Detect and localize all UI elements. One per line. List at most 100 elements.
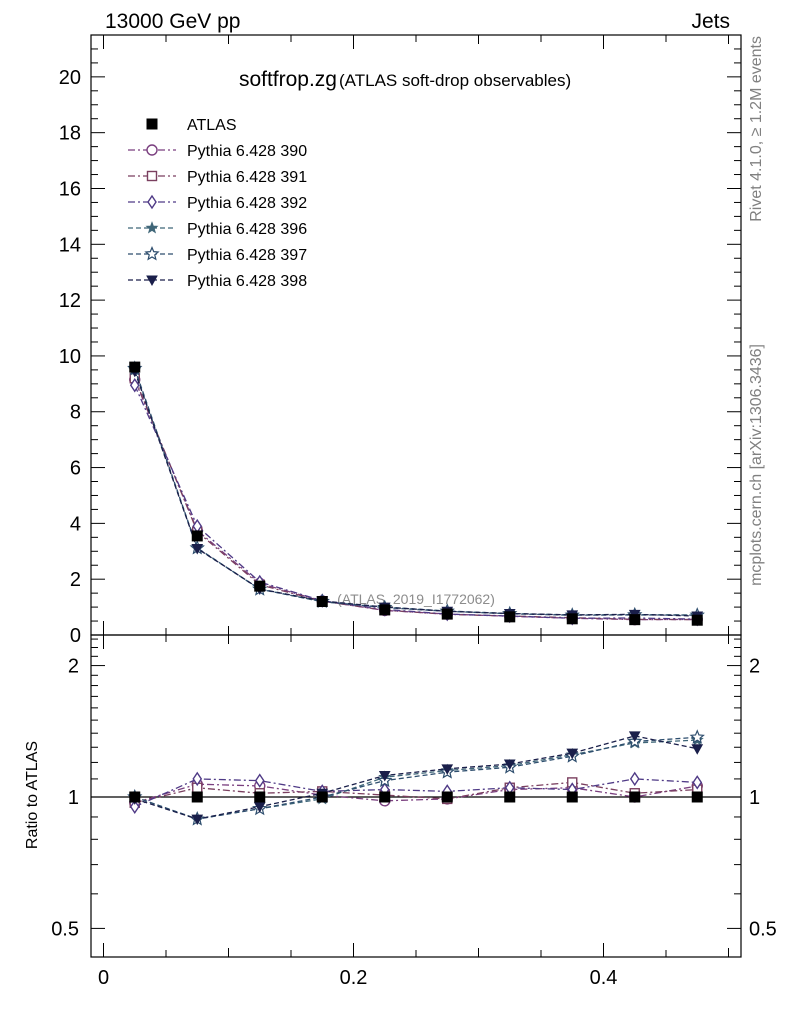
- legend-entry-pythia-6-428-398: Pythia 6.428 398: [128, 273, 307, 290]
- ratio-y-axis-label: Ratio to ATLAS: [24, 741, 41, 849]
- main-y-tick-label: 10: [59, 346, 81, 368]
- main-y-tick-label: 14: [59, 234, 81, 256]
- main-y-tick-label: 2: [70, 569, 81, 591]
- chart-title: softfrop.zg: [239, 68, 337, 91]
- main-point-atlas: [191, 530, 203, 542]
- legend-label: Pythia 6.428 397: [187, 247, 307, 264]
- ratio-point-atlas: [379, 791, 391, 803]
- ratio-point-pythia-6-428-392: [129, 799, 140, 814]
- main-point-atlas: [379, 604, 391, 616]
- ratio-line-pythia-6-428-390: [134, 783, 698, 804]
- main-y-tick-label: 18: [59, 123, 81, 145]
- main-y-tick-label: 4: [70, 513, 81, 535]
- main-point-atlas: [566, 613, 578, 625]
- ratio-y-tick-label-right: 0.5: [749, 918, 777, 940]
- ratio-series-pythia-6-428-392: [129, 771, 703, 814]
- main-y-tick-label: 0: [70, 625, 81, 647]
- ratio-point-pythia-6-428-392: [692, 775, 703, 790]
- legend-entry-pythia-6-428-396: Pythia 6.428 396: [128, 221, 307, 238]
- legend-label: Pythia 6.428 396: [187, 221, 307, 238]
- legend-entry-pythia-6-428-390: Pythia 6.428 390: [128, 143, 307, 160]
- legend-marker: [144, 245, 160, 261]
- main-point-atlas: [316, 596, 328, 608]
- ratio-series-atlas: [129, 791, 703, 803]
- header-left-label: 13000 GeV pp: [105, 10, 240, 33]
- ratio-point-atlas: [504, 791, 516, 803]
- legend-label: Pythia 6.428 390: [187, 143, 307, 160]
- main-line-pythia-6-428-392: [134, 384, 698, 620]
- main-y-tick-label: 20: [59, 67, 81, 89]
- main-y-tick-label: 8: [70, 402, 81, 424]
- ratio-point-pythia-6-428-397: [689, 729, 705, 744]
- ratio-y-tick-label: 2: [68, 656, 79, 678]
- legend-label: Pythia 6.428 398: [187, 273, 307, 290]
- ratio-point-atlas: [316, 791, 328, 803]
- analysis-label: (ATLAS_2019_I1772062): [337, 591, 495, 607]
- ratio-point-atlas: [566, 791, 578, 803]
- main-y-tick-label: 16: [59, 178, 81, 200]
- legend-entry-pythia-6-428-392: Pythia 6.428 392: [128, 194, 307, 212]
- ratio-point-pythia-6-428-398: [691, 744, 704, 755]
- ratio-line-pythia-6-428-397: [134, 736, 698, 820]
- ratio-point-pythia-6-428-398: [628, 731, 641, 742]
- main-y-tick-label: 12: [59, 290, 81, 312]
- ratio-y-tick-label-right: 2: [749, 656, 760, 678]
- ratio-point-pythia-6-428-398: [253, 802, 266, 813]
- ratio-line-pythia-6-428-392: [134, 778, 698, 808]
- ratio-y-tick-label: 1: [68, 787, 79, 809]
- legend-label: Pythia 6.428 391: [187, 169, 307, 186]
- main-point-atlas: [504, 611, 516, 623]
- main-point-atlas: [441, 608, 453, 620]
- ratio-line-pythia-6-428-398: [134, 735, 698, 820]
- x-tick-label: 0.2: [340, 967, 368, 989]
- legend-marker: [147, 194, 157, 210]
- legend-entry-pythia-6-428-391: Pythia 6.428 391: [128, 169, 307, 186]
- legend-marker: [146, 144, 158, 156]
- legend-entry-atlas: ATLAS: [146, 117, 237, 134]
- main-panel: 0 2 4 6 8 10 12 14 16 18 20 (ATLAS_2019_I1772062): [59, 34, 742, 647]
- ratio-point-atlas: [191, 791, 203, 803]
- main-point-pythia-6-428-392: [129, 377, 140, 393]
- main-y-tick-label: 6: [70, 458, 81, 480]
- legend-label: Pythia 6.428 392: [187, 195, 307, 212]
- main-line-pythia-6-428-398: [134, 371, 698, 617]
- main-line-pythia-6-428-391: [134, 378, 698, 621]
- ratio-point-atlas: [691, 791, 703, 803]
- ratio-point-atlas: [254, 791, 266, 803]
- legend-marker: [146, 170, 158, 182]
- main-point-atlas: [129, 361, 141, 373]
- x-tick-label: 0: [98, 967, 109, 989]
- ratio-point-pythia-6-428-398: [191, 814, 204, 826]
- main-point-atlas: [629, 614, 641, 626]
- legend-marker: [146, 118, 158, 130]
- ratio-y-tick-label-right: 1: [749, 787, 760, 809]
- ratio-point-pythia-6-428-398: [441, 764, 454, 775]
- ratio-point-pythia-6-428-398: [378, 771, 391, 782]
- main-point-atlas: [691, 614, 703, 626]
- main-point-pythia-6-428-398: [191, 543, 204, 555]
- ratio-point-atlas: [441, 791, 453, 803]
- legend-entry-pythia-6-428-397: Pythia 6.428 397: [128, 245, 307, 264]
- chart-subtitle: (ATLAS soft-drop observables): [339, 71, 571, 90]
- ratio-point-atlas: [629, 791, 641, 803]
- ratio-panel: 0 0.2 0.4 0.5 0.5 1 1 2 2: [51, 634, 777, 989]
- ratio-point-pythia-6-428-392: [629, 771, 640, 787]
- legend-marker: [145, 221, 159, 234]
- legend-label: ATLAS: [187, 117, 237, 134]
- ratio-point-pythia-6-428-392: [192, 771, 203, 787]
- x-tick-label: 0.4: [590, 967, 618, 989]
- ratio-point-pythia-6-428-392: [254, 773, 265, 788]
- ratio-line-pythia-6-428-391: [134, 781, 698, 804]
- main-point-atlas: [254, 580, 266, 592]
- ratio-point-pythia-6-428-398: [503, 759, 516, 771]
- ratio-point-pythia-6-428-398: [566, 748, 579, 760]
- legend-marker: [146, 275, 158, 287]
- ratio-point-atlas: [129, 791, 141, 803]
- header-right-label: Jets: [691, 10, 730, 33]
- rivet-version-label: Rivet 4.1.0, ≥ 1.2M events: [748, 36, 765, 222]
- main-series-atlas: [129, 361, 703, 626]
- ratio-y-tick-label: 0.5: [51, 918, 79, 940]
- mcplots-label: mcplots.cern.ch [arXiv:1306.3436]: [748, 344, 765, 586]
